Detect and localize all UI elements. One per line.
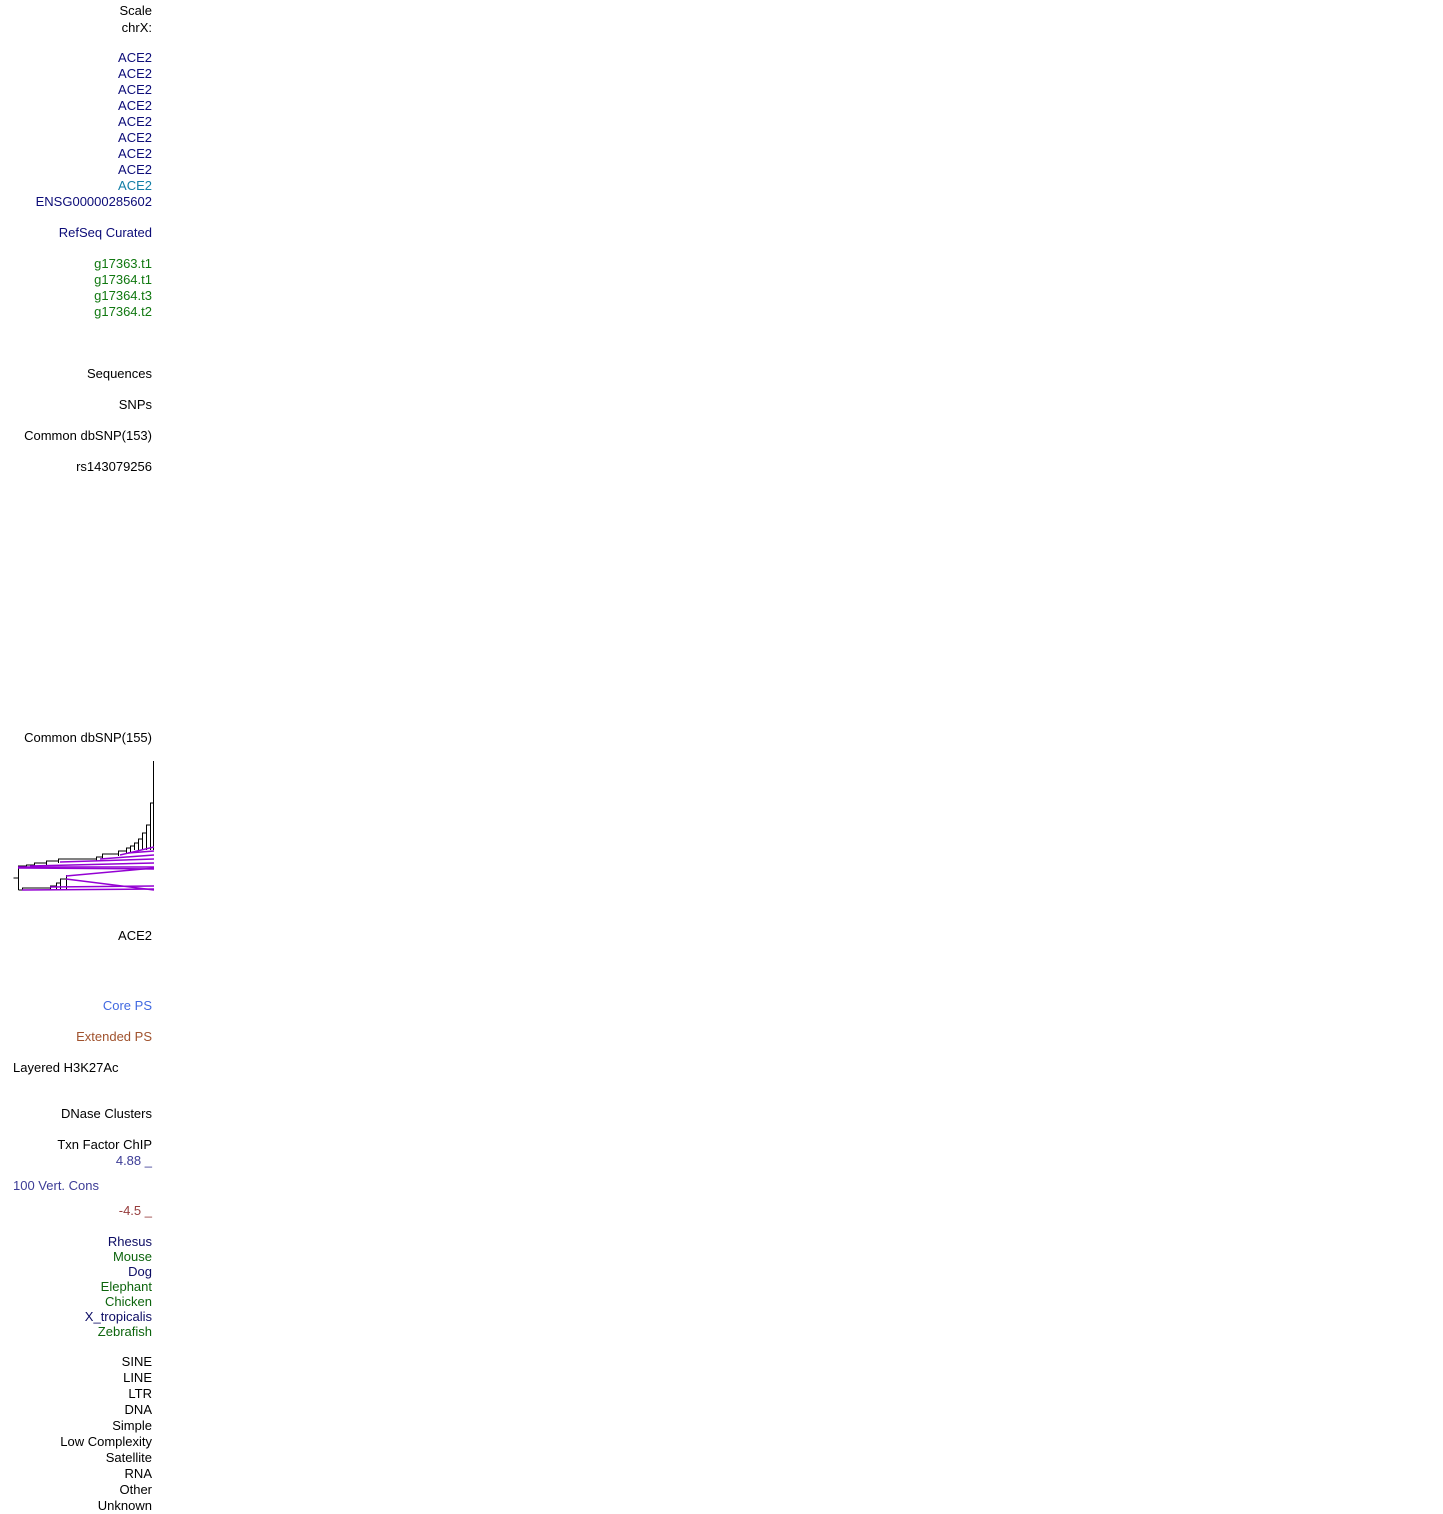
ensg-transcript-label[interactable]: ENSG00000285602: [35, 194, 152, 209]
species-label[interactable]: Zebrafish: [97, 1324, 152, 1339]
tree-connector-lines: [17, 846, 155, 891]
repeat-class-label: LTR: [128, 1386, 152, 1401]
repeat-class-label: LINE: [123, 1370, 152, 1385]
sequences-track-label[interactable]: Sequences: [86, 366, 152, 381]
dbsnp155-track-label[interactable]: Common dbSNP(155): [24, 730, 152, 745]
extended-ps-label[interactable]: Extended PS: [76, 1029, 152, 1044]
species-label[interactable]: Mouse: [112, 1249, 152, 1264]
ace2-gene-label[interactable]: ACE2: [118, 928, 152, 943]
ace2-transcript-label-highlight[interactable]: ACE2: [118, 178, 152, 193]
dbsnp153-track-label[interactable]: Common dbSNP(153): [24, 428, 152, 443]
snps-track-label[interactable]: SNPs: [118, 397, 152, 412]
cons-max-value: 4.88 _: [115, 1153, 152, 1168]
repeat-class-label: DNA: [124, 1402, 152, 1417]
repeat-class-label: Satellite: [105, 1450, 152, 1465]
ace2-transcript-label[interactable]: ACE2: [118, 114, 152, 129]
genscan-prediction-label[interactable]: g17364.t3: [94, 288, 152, 303]
repeat-class-label: SINE: [121, 1354, 152, 1369]
species-label[interactable]: X_tropicalis: [84, 1309, 152, 1324]
repeat-class-label: Unknown: [97, 1498, 152, 1513]
ace2-transcript-label[interactable]: ACE2: [118, 82, 152, 97]
ace2-transcript-label[interactable]: ACE2: [118, 50, 152, 65]
species-label[interactable]: Rhesus: [107, 1234, 152, 1249]
ace2-transcript-label[interactable]: ACE2: [118, 162, 152, 177]
refseq-track-label[interactable]: RefSeq Curated: [58, 225, 152, 240]
ace2-transcript-label[interactable]: ACE2: [118, 98, 152, 113]
species-label[interactable]: Elephant: [100, 1279, 152, 1294]
ace2-transcript-label[interactable]: ACE2: [118, 146, 152, 161]
cons-track-label[interactable]: 100 Vert. Cons: [13, 1178, 99, 1193]
cons-min-value: -4.5 _: [118, 1203, 152, 1218]
haplotype-tree: [13, 761, 155, 891]
scale-label: Scale: [119, 3, 152, 18]
repeat-class-label: Low Complexity: [60, 1434, 152, 1449]
genscan-prediction-label[interactable]: g17364.t2: [94, 304, 152, 319]
repeat-class-label: Other: [119, 1482, 152, 1497]
ace2-transcript-label[interactable]: ACE2: [118, 130, 152, 145]
ace2-transcript-label[interactable]: ACE2: [118, 66, 152, 81]
species-label[interactable]: Chicken: [105, 1294, 152, 1309]
dnase-track-label[interactable]: DNase Clusters: [60, 1106, 152, 1121]
core-ps-label[interactable]: Core PS: [102, 998, 152, 1013]
snp-item-label[interactable]: rs143079256: [76, 459, 152, 474]
repeat-class-label: RNA: [124, 1466, 152, 1481]
h3k27ac-track-label[interactable]: Layered H3K27Ac: [13, 1060, 119, 1075]
genscan-prediction-label[interactable]: g17364.t1: [94, 272, 152, 287]
genscan-prediction-label[interactable]: g17363.t1: [94, 256, 152, 271]
species-label[interactable]: Dog: [128, 1264, 152, 1279]
chrom-label: chrX:: [121, 20, 152, 35]
repeat-class-label: Simple: [112, 1418, 152, 1433]
txn-factor-track-label[interactable]: Txn Factor ChIP: [57, 1137, 152, 1152]
